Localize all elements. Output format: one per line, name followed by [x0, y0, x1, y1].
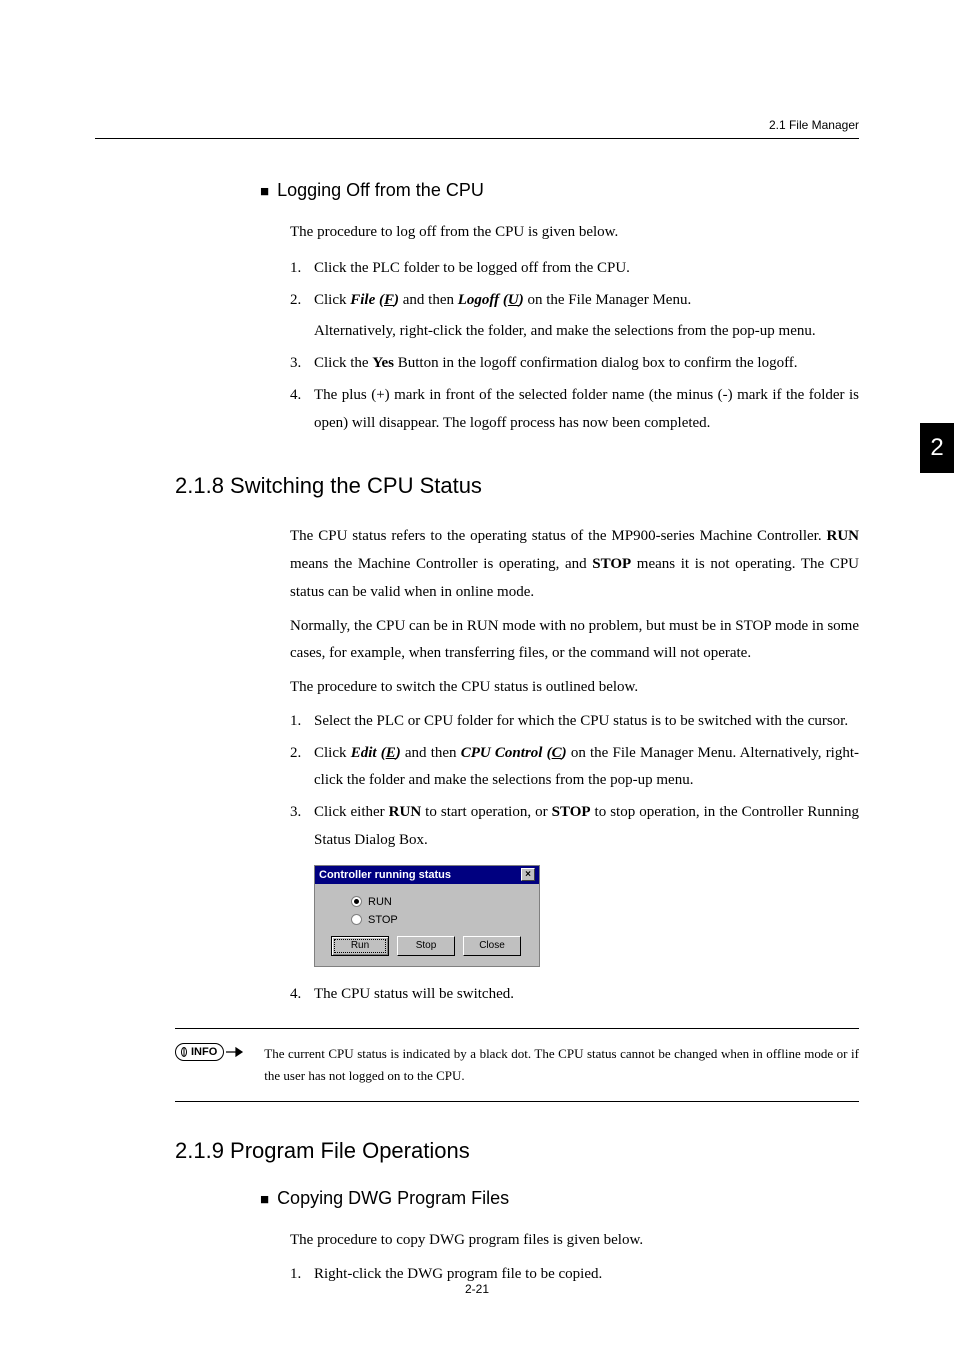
- heading-copying-dwg: Copying DWG Program Files: [260, 1188, 859, 1209]
- menu-file: File (F): [350, 292, 399, 308]
- step-text: Click the PLC folder to be logged off fr…: [314, 255, 859, 283]
- step-number: 2.: [290, 740, 314, 796]
- heading-program-file-ops: 2.1.9 Program File Operations: [175, 1138, 859, 1164]
- list-item: 3. Click the Yes Button in the logoff co…: [290, 350, 859, 378]
- text: and then: [399, 292, 458, 308]
- step-number: 1.: [290, 708, 314, 736]
- text: Click: [314, 292, 350, 308]
- list-item: 3. Click either RUN to start operation, …: [290, 799, 859, 855]
- info-badge: INFO: [175, 1043, 224, 1061]
- radio-selected-dot: [354, 899, 359, 904]
- step-text: Click File (F) and then Logoff (U) on th…: [314, 287, 859, 315]
- step-number: 4.: [290, 981, 314, 1009]
- step-text: The CPU status will be switched.: [314, 981, 859, 1009]
- list-item: 1. Click the PLC folder to be logged off…: [290, 255, 859, 283]
- text: on the File Manager Menu.: [524, 292, 691, 308]
- info-icon: [179, 1046, 189, 1058]
- step-alt-text: Alternatively, right-click the folder, a…: [314, 318, 859, 346]
- menu-edit: Edit (E): [351, 745, 401, 761]
- step-number: 2.: [290, 287, 314, 315]
- dialog-titlebar: Controller running status ×: [315, 866, 539, 884]
- dialog-body: RUN STOP Run Stop Close: [315, 884, 539, 966]
- step-number: 1.: [290, 255, 314, 283]
- menu-cpu-control: CPU Control (C): [461, 745, 567, 761]
- step-text: Select the PLC or CPU folder for which t…: [314, 708, 859, 736]
- info-callout: INFO The current CPU status is indicated…: [175, 1028, 859, 1102]
- step-text: Click either RUN to start operation, or …: [314, 799, 859, 855]
- side-chapter-tab: 2: [920, 423, 954, 473]
- radio-run[interactable]: RUN: [351, 896, 523, 908]
- header-rule: [95, 138, 859, 139]
- heading-switching-cpu: 2.1.8 Switching the CPU Status: [175, 473, 859, 499]
- step-text: The plus (+) mark in front of the select…: [314, 382, 859, 438]
- controller-status-dialog: Controller running status × RUN STOP Run…: [314, 865, 540, 967]
- step-number: 4.: [290, 382, 314, 438]
- list-item: 4. The plus (+) mark in front of the sel…: [290, 382, 859, 438]
- step-number: 3.: [290, 350, 314, 378]
- radio-label: RUN: [368, 896, 392, 908]
- info-label: INFO: [191, 1046, 217, 1058]
- text-copy-intro: The procedure to copy DWG program files …: [290, 1227, 859, 1255]
- page-number: 2-21: [0, 1282, 954, 1296]
- step-number: 3.: [290, 799, 314, 855]
- dialog-title-text: Controller running status: [319, 869, 451, 881]
- list-item: 1. Select the PLC or CPU folder for whic…: [290, 708, 859, 736]
- arrow-icon: [226, 1046, 246, 1058]
- text-cpu-p2: Normally, the CPU can be in RUN mode wit…: [290, 613, 859, 669]
- heading-logging-off: Logging Off from the CPU: [260, 180, 859, 201]
- radio-icon: [351, 896, 362, 907]
- menu-logoff: Logoff (U): [458, 292, 524, 308]
- list-item: 2. Click File (F) and then Logoff (U) on…: [290, 287, 859, 315]
- step-text: Click the Yes Button in the logoff confi…: [314, 350, 859, 378]
- text-cpu-p3: The procedure to switch the CPU status i…: [290, 674, 859, 702]
- radio-label: STOP: [368, 914, 398, 926]
- radio-icon: [351, 914, 362, 925]
- list-item: 2. Click Edit (E) and then CPU Control (…: [290, 740, 859, 796]
- radio-stop[interactable]: STOP: [351, 914, 523, 926]
- step-text: Click Edit (E) and then CPU Control (C) …: [314, 740, 859, 796]
- dialog-screenshot: Controller running status × RUN STOP Run…: [314, 865, 859, 967]
- list-item: 4. The CPU status will be switched.: [290, 981, 859, 1009]
- info-text: The current CPU status is indicated by a…: [264, 1043, 859, 1087]
- run-button[interactable]: Run: [331, 936, 389, 956]
- stop-button[interactable]: Stop: [397, 936, 455, 956]
- text-cpu-p1: The CPU status refers to the operating s…: [290, 523, 859, 606]
- text-logoff-intro: The procedure to log off from the CPU is…: [290, 219, 859, 247]
- dialog-button-row: Run Stop Close: [331, 936, 523, 956]
- header-section-ref: 2.1 File Manager: [769, 118, 859, 132]
- close-button[interactable]: Close: [463, 936, 521, 956]
- close-icon[interactable]: ×: [521, 868, 535, 881]
